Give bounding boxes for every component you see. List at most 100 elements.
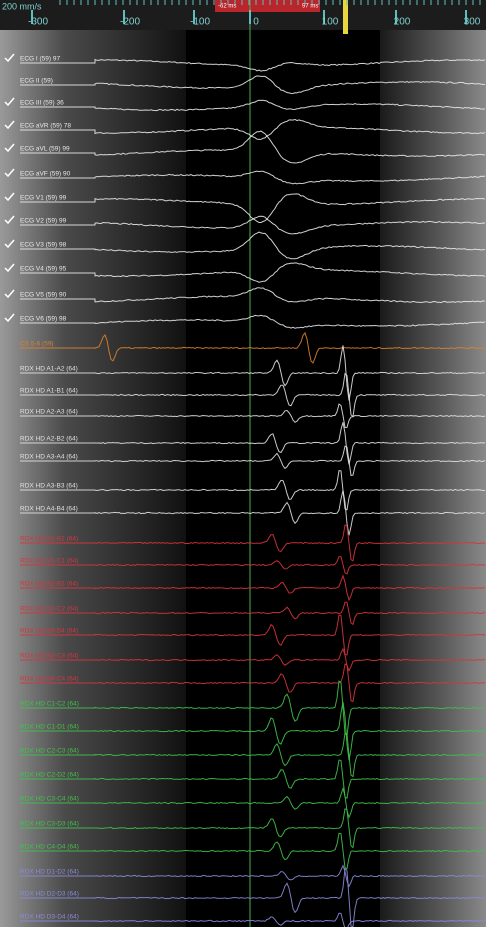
channel-label: RDX HD A2-A3 (64) [20, 409, 78, 416]
channel-label: RDX HD C1-D1 (64) [20, 724, 79, 731]
channel-label: RDX HD D1-D2 (64) [20, 869, 79, 876]
cursor-marker [343, 0, 348, 34]
trace [20, 118, 486, 140]
trace [20, 680, 486, 737]
channel-label: RDX HD A1-B1 (64) [20, 388, 78, 395]
channel-label: RDX HD D3-D4 (64) [20, 914, 79, 921]
trace [20, 663, 486, 703]
channel-label: RDX HD B2-C2 (64) [20, 606, 79, 613]
trace [20, 701, 486, 761]
channel-label: RDX HD C2-C3 (64) [20, 748, 79, 755]
channel-label: RDX HD A4-B4 (64) [20, 506, 78, 513]
trace [20, 470, 486, 511]
channel-label: ECG I (59) 97 [20, 56, 60, 63]
trace [20, 759, 486, 799]
trace [20, 193, 486, 223]
channel-label: ECG II (59) [20, 78, 53, 85]
trace [20, 647, 486, 672]
checkmark [4, 97, 15, 107]
trace [20, 215, 486, 235]
trace [20, 170, 486, 185]
ruler-label: -200 [120, 17, 140, 28]
trace [20, 864, 486, 888]
trace [20, 490, 486, 536]
channel-label: ECG V6 (59) 98 [20, 316, 67, 323]
time-marker: 97 ms [302, 4, 318, 10]
checkmark [4, 215, 15, 225]
checkmark [4, 263, 15, 273]
channel-label: RDX HD B3-C3 (64) [20, 653, 79, 660]
trace [20, 130, 486, 164]
trace [20, 786, 486, 819]
channel-label: ECG III (59) 36 [20, 100, 64, 107]
traces: ECG I (59) 97 ECG II (59) ECG III (59) 36 E… [4, 53, 486, 927]
window-marker [215, 0, 320, 12]
channel-label: ECG V4 (59) 95 [20, 266, 67, 273]
channel-label: RDX HD B2-B3 (64) [20, 581, 78, 588]
channel-label: RDX HD B1-C1 (64) [20, 558, 79, 565]
checkmark [4, 239, 15, 249]
trace [20, 58, 486, 72]
channel-label: RDX HD B4-C4 (64) [20, 676, 79, 683]
trace [20, 556, 486, 575]
trace [20, 445, 486, 477]
paper-speed: 200 mm/s [2, 1, 42, 11]
channel-label: ECG V3 (59) 98 [20, 242, 67, 249]
trace [20, 287, 486, 304]
checkmark [4, 53, 15, 63]
channel-label: ECG V5 (59) 90 [20, 292, 67, 299]
channel-label: RDX HD A3-A4 (64) [20, 454, 78, 461]
trace [20, 75, 486, 95]
checkmark [4, 120, 15, 130]
checkmark [4, 289, 15, 299]
checkmark [4, 313, 15, 323]
ruler-label: 200 [394, 17, 411, 28]
ruler-label: -100 [190, 17, 210, 28]
ruler-label: 100 [322, 17, 339, 28]
channel-label: ECG aVL (59) 99 [20, 146, 70, 153]
channel-label: RDX HD C2-D2 (64) [20, 772, 79, 779]
channel-label: RDX HD A1-A2 (64) [20, 366, 78, 373]
ruler-label: 300 [464, 17, 481, 28]
checkmark [4, 192, 15, 202]
channel-label: ECG V2 (59) 99 [20, 218, 67, 225]
channel-label: RDX HD C1-C2 (64) [20, 701, 79, 708]
trace [20, 614, 486, 656]
channel-label: RDX HD C3-C4 (64) [20, 796, 79, 803]
trace [20, 422, 486, 465]
trace [20, 331, 486, 364]
channel-label: RDX HD A2-B2 (64) [20, 436, 78, 443]
trace [20, 867, 486, 927]
checkmark [4, 168, 15, 178]
window-band [186, 0, 380, 927]
trace [20, 574, 486, 602]
trace [20, 262, 486, 283]
trace [20, 524, 486, 562]
trace [20, 732, 485, 778]
checkmark [4, 143, 15, 153]
trace [20, 601, 486, 626]
channel-label: ECG V1 (59) 99 [20, 195, 67, 202]
trace [20, 832, 486, 870]
channel-label: RDX HD B3-B4 (64) [20, 628, 78, 635]
trace [20, 808, 486, 849]
channel-label: ECG aVR (59) 78 [20, 123, 71, 130]
left-shade [0, 0, 186, 927]
channel-label: RDX HD C4-D4 (64) [20, 844, 79, 851]
channel-label: CS 5-6 (59) [20, 341, 54, 348]
trace [20, 403, 486, 429]
trace [20, 314, 486, 329]
right-shade [380, 0, 486, 927]
channel-label: RDX HD C3-D3 (64) [20, 821, 79, 828]
channel-label: ECG aVF (59) 90 [20, 171, 71, 178]
channel-label: RDX HD A3-B3 (64) [20, 483, 78, 490]
trace [20, 231, 485, 260]
ruler: 200 mm/s -300 -200 -100 0 100 200 300 -62 ms 97 m… [2, 0, 481, 28]
time-marker: -62 ms [218, 4, 236, 10]
ruler-label: 0 [253, 17, 259, 28]
trace [20, 99, 486, 112]
trace [20, 345, 486, 401]
channel-label: RDX HD D2-D3 (64) [20, 891, 79, 898]
trace [20, 912, 486, 927]
